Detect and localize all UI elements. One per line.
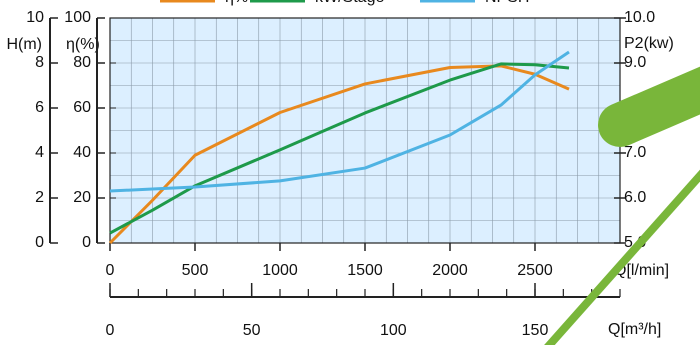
y2-tick-label: 9.0 [624,54,646,71]
y-tick-label: 100 [64,9,91,26]
x2-axis-title: Q[m³/h] [608,321,661,338]
y-axis-title: η(%) [66,36,100,53]
y-tick-label: 80 [73,54,91,71]
legend-label: NPSH [485,0,529,6]
series-line [109,50,570,193]
series-line [108,64,570,245]
h-tick-label: 2 [35,189,44,206]
x-axis-title: Q[l/min] [614,262,669,279]
h-tick-label: 0 [35,234,44,251]
x-tick-label: 1000 [262,262,298,279]
y-tick-label: 20 [73,189,91,206]
h-axis-title: H(m) [6,36,42,53]
x2-tick-label: 0 [106,322,115,339]
x-tick-label: 0 [106,262,115,279]
y2-tick-label: 7.0 [624,144,646,161]
decor-stroke [598,66,700,147]
legend-label: kW/Stage [315,0,384,6]
y-tick-label: 0 [82,234,91,251]
h-tick-label: 6 [35,99,44,116]
decor-stroke [544,169,700,345]
legend-label: η% [225,0,248,6]
x-tick-label: 1500 [347,262,383,279]
x2-tick-label: 150 [522,322,549,339]
x2-tick-label: 50 [243,322,261,339]
h-tick-label: 4 [35,144,44,161]
series-line [109,62,570,235]
x-tick-label: 2500 [517,262,553,279]
y-tick-label: 40 [73,144,91,161]
y2-axis-title: P2(kw) [624,35,674,52]
y-tick-label: 60 [73,99,91,116]
x2-tick-label: 100 [380,322,407,339]
h-tick-label: 8 [35,54,44,71]
x-tick-label: 2000 [432,262,468,279]
x-tick-label: 500 [182,262,209,279]
h-tick-label: 10 [26,9,44,26]
y2-tick-label: 6.0 [624,189,646,206]
y2-tick-label: 10.0 [624,9,655,26]
